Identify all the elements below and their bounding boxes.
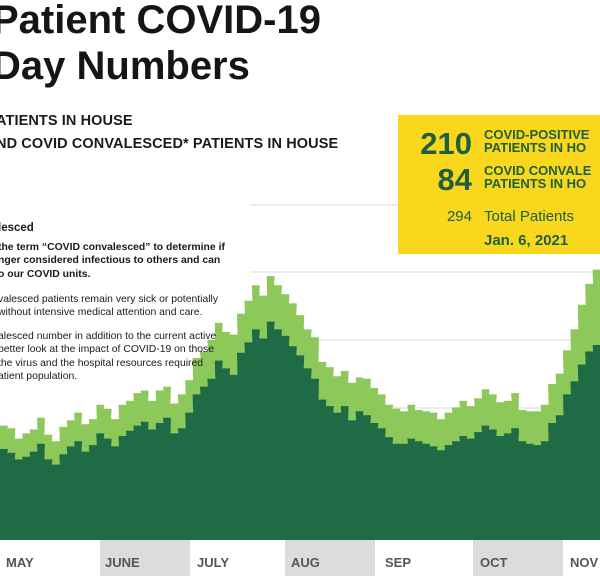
note-line: without intensive medical attention and …: [0, 307, 203, 319]
legend-active-patients: ATIENTS IN HOUSE: [0, 113, 133, 129]
note-line: alesced number in addition to the curren…: [0, 331, 217, 342]
total-count: 294: [446, 208, 472, 225]
summary-date: Jan. 6, 2021: [484, 232, 569, 249]
note-title: lesced: [0, 222, 34, 234]
note-line: better look at the impact of COVID-19 on…: [0, 344, 215, 356]
note-paragraph-2: valesced patients remain very sick or po…: [0, 293, 253, 320]
month-label-nov: NOV: [570, 555, 599, 570]
active-area: [0, 321, 600, 540]
month-bands: [100, 540, 563, 576]
x-axis-month-labels: MAY JUNE JULY AUG SEP OCT NOV: [6, 555, 599, 570]
note-paragraph-3: alesced number in addition to the curren…: [0, 330, 253, 384]
month-band: [100, 540, 190, 576]
month-band: [473, 540, 563, 576]
month-band: [285, 540, 375, 576]
month-label-sep: SEP: [385, 555, 411, 570]
legend-active-and-convalesced: ND COVID CONVALESCED* PATIENTS IN HOUSE: [0, 136, 339, 152]
positive-count: 210: [420, 126, 472, 161]
convalesced-count: 84: [437, 162, 472, 197]
chart-title-line-2: Day Numbers: [0, 44, 250, 88]
chart-title-line-1: Patient COVID-19: [0, 0, 321, 42]
month-label-oct: OCT: [480, 555, 508, 570]
note-line: nger considered infectious to others and…: [0, 255, 221, 267]
month-label-june: JUNE: [105, 555, 140, 570]
note-line: valesced patients remain very sick or po…: [0, 294, 219, 305]
note-line: the term “COVID convalesced” to determin…: [0, 242, 225, 253]
summary-box: 210 COVID-POSITIVE PATIENTS IN HO 84 COV…: [398, 115, 600, 254]
note-paragraph-1: the term “COVID convalesced” to determin…: [0, 241, 253, 281]
note-line: atient population.: [0, 371, 78, 383]
positive-label: COVID-POSITIVE PATIENTS IN HO: [484, 127, 590, 155]
month-label-may: MAY: [6, 555, 34, 570]
total-label: Total Patients: [484, 208, 575, 225]
note-line: o our COVID units.: [0, 268, 91, 280]
month-label-july: JULY: [197, 555, 229, 570]
convalesced-label: COVID CONVALE PATIENTS IN HO: [484, 163, 592, 191]
month-label-aug: AUG: [291, 555, 320, 570]
note-line: the virus and the hospital resources req…: [0, 357, 204, 369]
